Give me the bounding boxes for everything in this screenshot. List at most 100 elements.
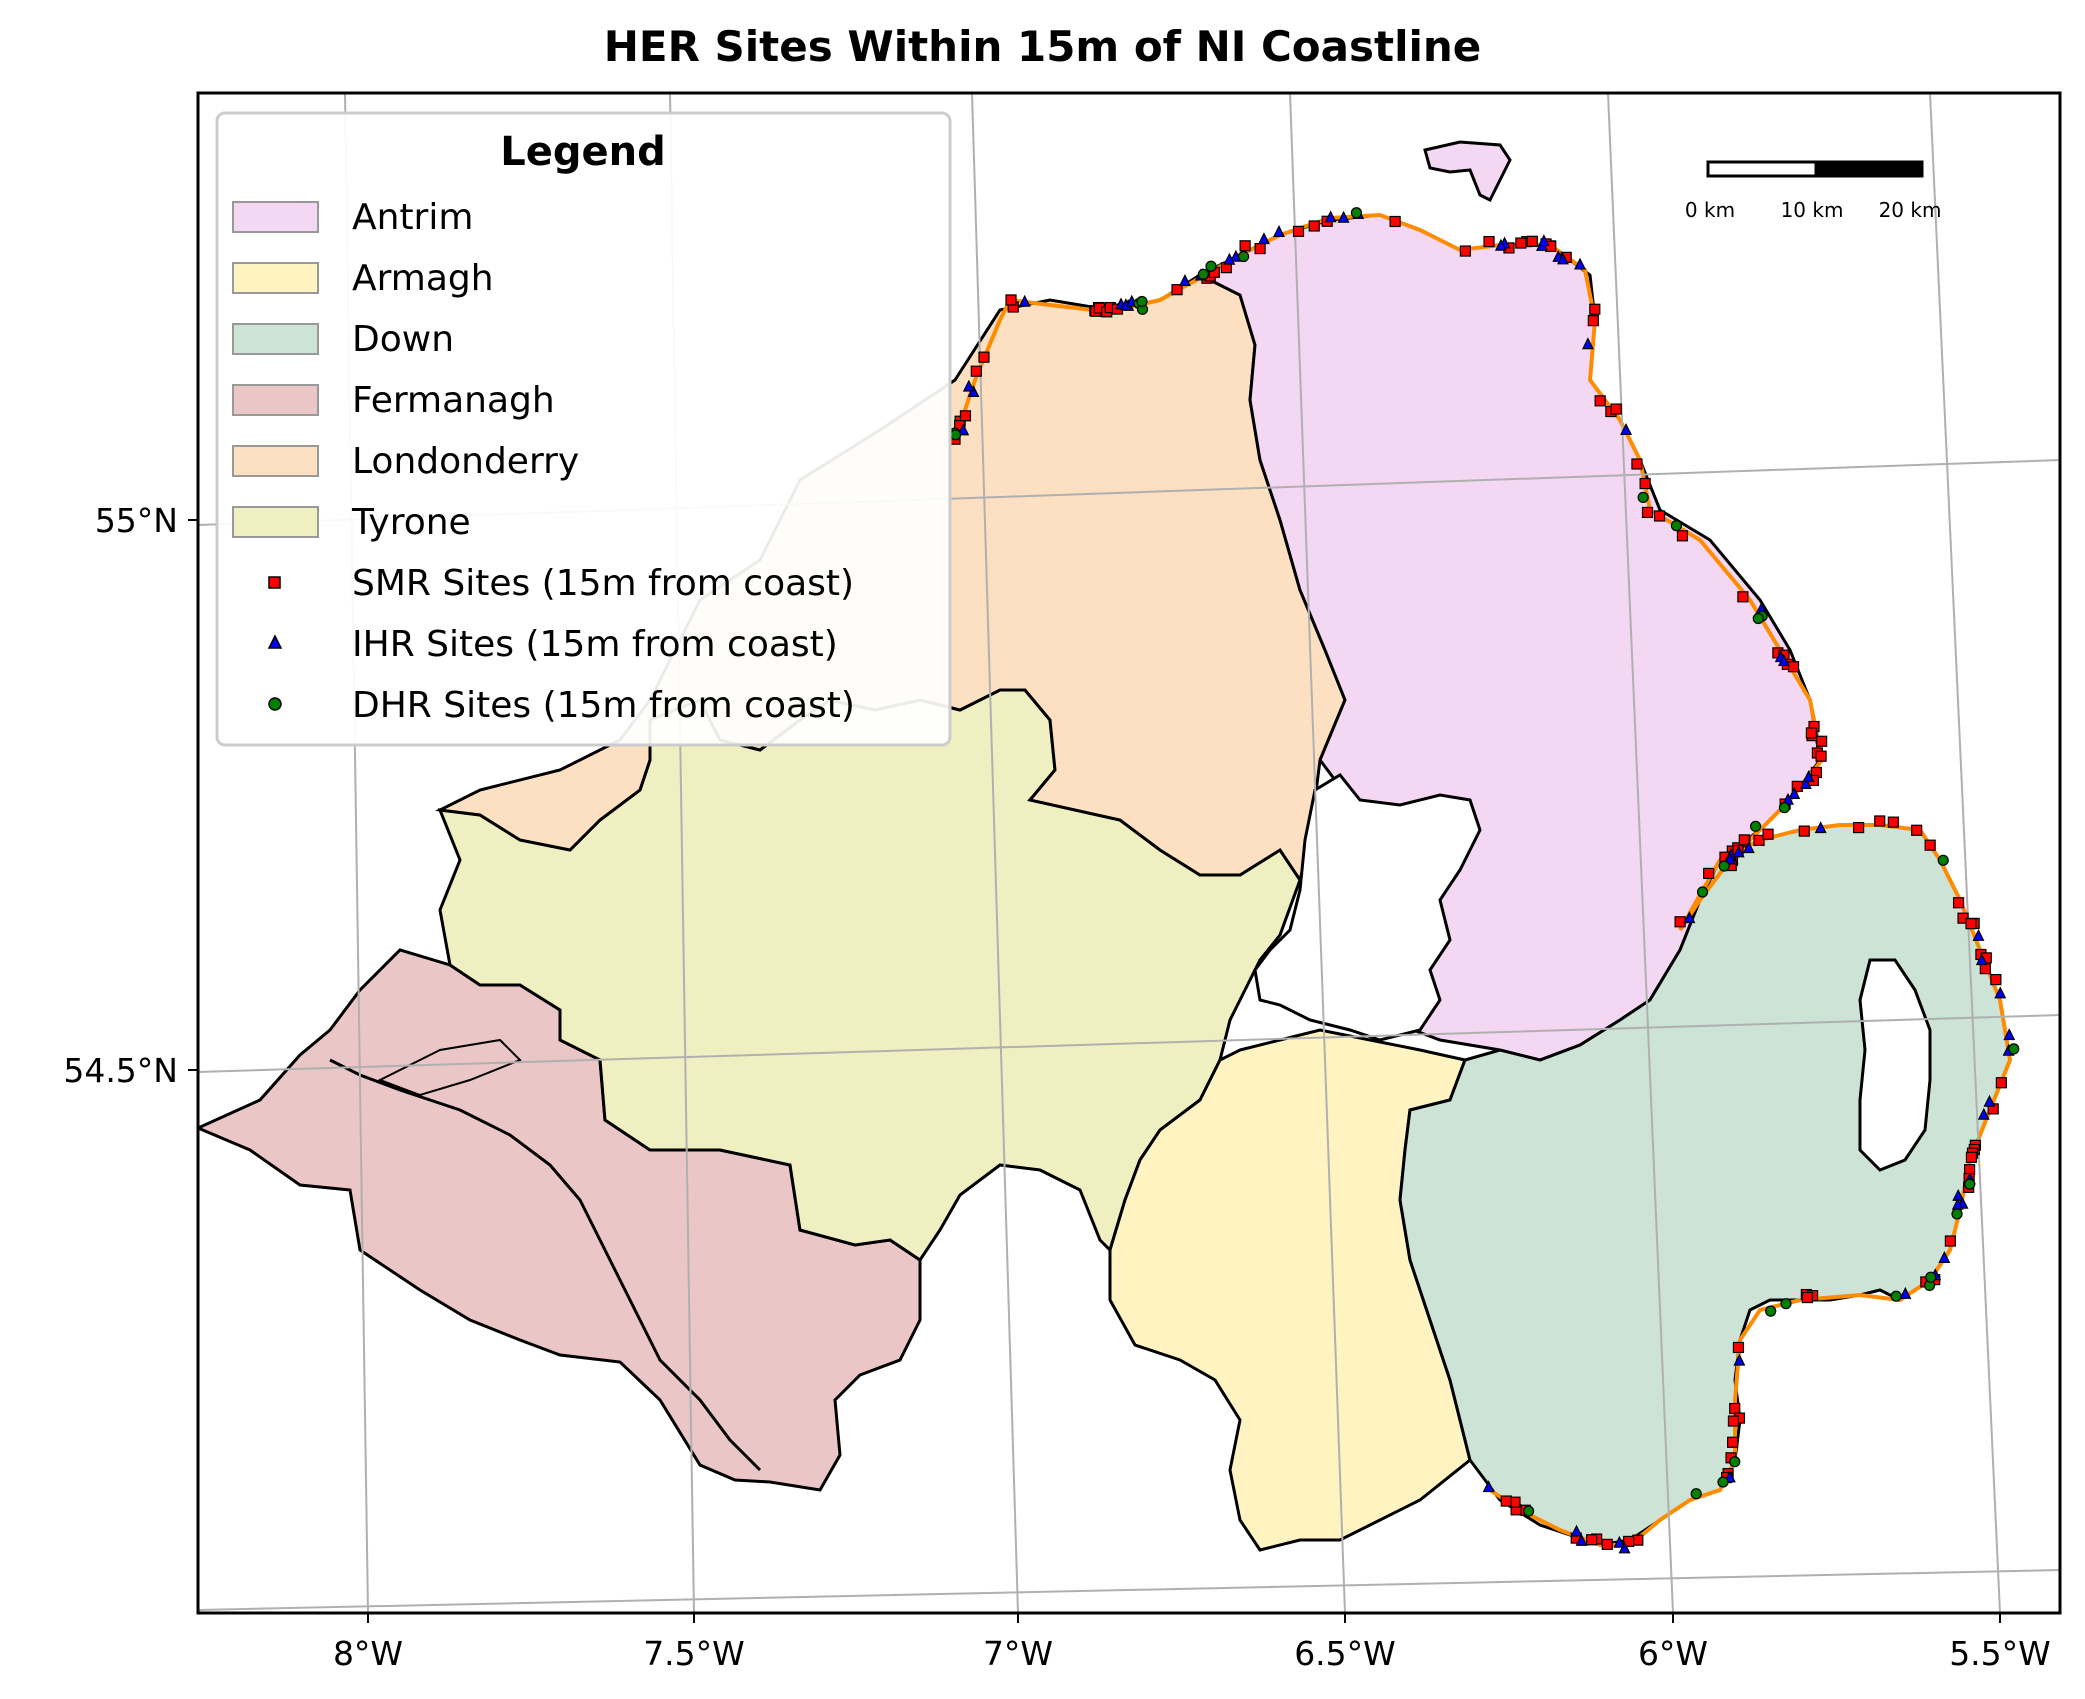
ihr-site-marker xyxy=(1975,953,1988,966)
dhr-site-marker xyxy=(1670,520,1683,532)
smr-site-marker xyxy=(1676,530,1689,542)
ihr-site-marker xyxy=(1733,1353,1746,1366)
smr-site-marker xyxy=(1308,220,1320,232)
ihr-site-marker xyxy=(1788,787,1801,799)
legend-marker xyxy=(232,201,319,233)
smr-site-marker xyxy=(1674,916,1686,928)
legend-marker xyxy=(232,323,319,355)
dhr-site-marker xyxy=(1136,295,1148,308)
dhr-site-marker xyxy=(1752,612,1764,625)
dhr-site-marker xyxy=(1925,1271,1937,1283)
smr-site-marker xyxy=(1610,403,1622,415)
lough-erne xyxy=(329,1058,762,1472)
x-tick-label: 8°W xyxy=(333,1634,403,1673)
ihr-site-marker xyxy=(1620,423,1633,435)
ihr-site-marker xyxy=(1613,1535,1626,1548)
y-tick-label: 54.5°N xyxy=(63,1051,178,1090)
dhr-site-marker xyxy=(1951,1208,1963,1220)
smr-site-marker xyxy=(1587,315,1599,327)
smr-site-marker xyxy=(1601,1538,1613,1550)
smr-site-marker xyxy=(1653,510,1666,522)
smr-site-marker xyxy=(1631,458,1643,470)
ihr-site-marker xyxy=(1977,1107,1990,1120)
smr-site-marker xyxy=(1816,735,1828,747)
smr-site-marker xyxy=(959,410,972,422)
legend-label: Antrim xyxy=(352,197,473,238)
legend-marker xyxy=(232,506,319,538)
smr-site-marker xyxy=(1459,245,1472,257)
smr-site-marker xyxy=(1515,237,1527,249)
smr-site-marker xyxy=(970,365,982,377)
smr-site-marker xyxy=(1995,1077,2007,1089)
x-tick-labels: 8°W 7.5°W 7°W 6.5°W 6°W 5.5°W xyxy=(333,1634,2051,1673)
dhr-site-marker xyxy=(1964,1178,1976,1190)
smr-site-marker xyxy=(1727,1436,1739,1448)
ihr-site-marker xyxy=(957,423,970,436)
y-tick-labels: 55°N 54.5°N xyxy=(63,501,178,1090)
smr-site-marker xyxy=(1815,750,1827,762)
ihr-site-marker xyxy=(1994,986,2007,999)
smr-site-marker xyxy=(1798,825,1810,837)
ihr-site-marker xyxy=(1178,274,1191,286)
ihr-site-marker xyxy=(1724,852,1737,865)
dhr-site-marker xyxy=(1696,886,1709,898)
legend-box xyxy=(215,111,952,747)
smr-site-marker xyxy=(1589,303,1601,315)
map-title: HER Sites Within 15m of NI Coastline xyxy=(603,22,1482,71)
map-plot-area[interactable] xyxy=(198,93,2060,1613)
smr-site-marker xyxy=(1254,242,1266,255)
ihr-site-marker xyxy=(1574,257,1586,270)
ihr-site-marker xyxy=(1556,252,1569,265)
ihr-site-marker xyxy=(1732,845,1745,858)
legend-title: Legend xyxy=(500,129,666,175)
tick-marks xyxy=(188,519,2001,1623)
smr-site-marker xyxy=(1483,235,1495,248)
smr-site-marker xyxy=(1853,821,1865,834)
smr-site-marker xyxy=(1239,240,1251,252)
ihr-site-marker xyxy=(1683,911,1696,924)
dhr-site-marker xyxy=(1237,250,1250,263)
smr-site-marker xyxy=(1632,1534,1644,1546)
dhr-site-marker xyxy=(1718,860,1730,872)
smr-site-marker xyxy=(1805,727,1817,739)
lough-neagh xyxy=(1253,773,1482,1042)
legend-label: Armagh xyxy=(352,258,494,299)
smr-site-marker xyxy=(1965,1151,1978,1163)
legend-marker xyxy=(232,262,319,294)
dhr-site-marker xyxy=(1780,1298,1792,1310)
ihr-site-marker xyxy=(1273,225,1285,237)
legend-marker xyxy=(268,697,282,711)
dhr-site-marker xyxy=(1350,207,1363,219)
smr-site-marker xyxy=(1641,506,1654,519)
dhr-site-marker xyxy=(1890,1290,1902,1302)
smr-site-marker xyxy=(1952,897,1965,909)
dhr-site-marker xyxy=(949,429,962,441)
rathlin-island xyxy=(1423,140,1512,203)
dhr-sites-layer xyxy=(949,207,2020,1517)
smr-site-marker xyxy=(1500,1495,1512,1507)
dhr-site-marker xyxy=(1522,1505,1535,1517)
ihr-site-marker xyxy=(1223,252,1236,265)
smr-site-marker xyxy=(1924,839,1936,851)
ihr-site-marker xyxy=(1618,1541,1631,1554)
ihr-site-marker xyxy=(1938,1251,1951,1263)
legend-entries: Antrim Armagh Down Fermanagh Londonderry Tyro… xyxy=(232,197,855,726)
smr-site-marker xyxy=(1990,974,2002,986)
x-tick-label: 7°W xyxy=(983,1634,1053,1673)
scale-label-0: 0 km xyxy=(1685,198,1735,222)
ihr-site-marker xyxy=(1482,1480,1495,1493)
plot-frame xyxy=(196,91,2062,1615)
smr-site-marker xyxy=(1874,815,1886,827)
dhr-site-marker xyxy=(1765,1305,1777,1317)
legend-label: Down xyxy=(352,319,454,360)
ihr-site-marker xyxy=(1899,1286,1912,1299)
dhr-site-marker xyxy=(1637,491,1649,503)
ihr-site-marker xyxy=(1802,770,1815,782)
x-tick-label: 7.5°W xyxy=(643,1634,745,1673)
smr-site-marker xyxy=(1801,1291,1814,1304)
ihr-site-marker xyxy=(1575,1533,1588,1546)
smr-site-marker xyxy=(1585,1534,1598,1546)
smr-site-marker xyxy=(1727,1415,1740,1427)
dhr-site-marker xyxy=(1749,820,1762,832)
